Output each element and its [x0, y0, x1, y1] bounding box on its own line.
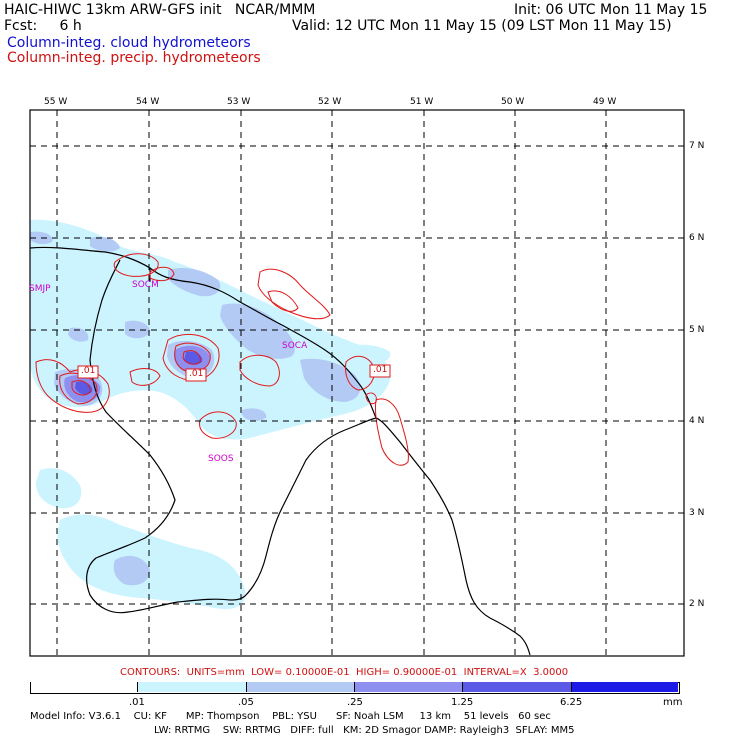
init-time: Init: 06 UTC Mon 11 May 15: [514, 2, 708, 18]
lat-label: 2 N: [689, 599, 705, 609]
scale-swatch: [572, 682, 678, 692]
precip-contour: [113, 253, 159, 277]
lat-lon-grid: [30, 110, 684, 656]
contour-label: .01: [81, 366, 96, 376]
precip-contour: [365, 392, 377, 405]
lat-label: 3 N: [689, 508, 705, 518]
precip-contour: [199, 411, 237, 439]
contours-info: CONTOURS: UNITS=mm LOW= 0.10000E-01 HIGH…: [120, 667, 569, 678]
lon-label: 51 W: [410, 97, 434, 107]
precip-contour: [182, 350, 201, 365]
cloud-area: [90, 236, 120, 252]
cloud-area: [345, 344, 391, 363]
cloud-shading: [30, 219, 391, 610]
legend-cloud: Column-integ. cloud hydrometeors: [7, 35, 251, 51]
border: [86, 259, 231, 614]
cloud-area: [57, 514, 246, 610]
precip-contours: [35, 253, 409, 466]
contour-label-box: [369, 364, 391, 378]
scale-swatch: [31, 682, 138, 692]
precip-contour: [375, 398, 409, 466]
border: [229, 417, 377, 601]
scale-swatch: [463, 682, 572, 692]
precip-contour: [35, 359, 110, 413]
coastlines-borders: [29, 246, 531, 656]
lat-label: 4 N: [689, 416, 705, 426]
coastline: [29, 246, 531, 656]
precip-contour: [239, 354, 280, 387]
lon-label: 52 W: [318, 97, 342, 107]
station-label: SOCA: [282, 341, 308, 351]
model-info-line1: Model Info: V3.6.1 CU: KF MP: Thompson P…: [30, 711, 551, 722]
contour-label-box: [77, 365, 99, 379]
forecast-hour: Fcst: 6 h: [4, 18, 82, 34]
contour-label-boxes: [77, 364, 391, 382]
scale-swatch: [355, 682, 463, 692]
tick-marks: [56, 110, 684, 605]
precip-contour: [257, 268, 331, 320]
scale-label: .05: [238, 697, 254, 708]
cloud-area: [113, 555, 150, 586]
scale-label: 6.25: [560, 697, 583, 708]
precip-contour: [71, 380, 91, 396]
precip-contour: [149, 266, 175, 282]
cloud-area: [125, 320, 150, 339]
scale-label: 1.25: [451, 697, 474, 708]
station-label: SOCM: [132, 280, 159, 290]
cloud-area: [68, 327, 89, 342]
contour-label: .01: [189, 369, 204, 379]
cloud-area: [220, 303, 295, 359]
lon-label: 55 W: [44, 97, 68, 107]
lon-label: 53 W: [227, 97, 251, 107]
lon-label: 54 W: [136, 97, 160, 107]
precip-contour: [162, 333, 220, 381]
station-label: SMJP: [29, 284, 51, 294]
scale-label: .01: [129, 697, 145, 708]
scale-label: .25: [347, 697, 363, 708]
plot-title: HAIC-HIWC 13km ARW-GFS init NCAR/MMM: [4, 2, 316, 18]
plot-frame: [29, 109, 685, 657]
lon-label: 49 W: [593, 97, 617, 107]
lat-label: 5 N: [689, 325, 705, 335]
contour-label: .01: [373, 365, 388, 375]
scale-units: mm: [663, 697, 683, 708]
contour-label-box: [185, 368, 207, 382]
cloud-area: [242, 408, 267, 421]
cloud-area: [35, 468, 82, 509]
precip-contour: [129, 368, 161, 386]
precip-contour: [174, 342, 211, 373]
precip-contour: [267, 290, 299, 312]
scale-swatch: [247, 682, 355, 692]
scale-swatch: [138, 682, 247, 692]
lat-label: 6 N: [689, 233, 705, 243]
precip-contour: [345, 355, 375, 391]
valid-time: Valid: 12 UTC Mon 11 May 15 (09 LST Mon …: [292, 18, 672, 34]
lon-label: 50 W: [501, 97, 525, 107]
legend-precip: Column-integ. precip. hydrometeors: [7, 50, 261, 66]
model-info-line2: LW: RRTMG SW: RRTMG DIFF: full KM: 2D Sm…: [154, 725, 575, 736]
lat-label: 7 N: [689, 141, 705, 151]
station-label: SOOS: [208, 454, 234, 464]
cloud-area: [184, 351, 203, 365]
